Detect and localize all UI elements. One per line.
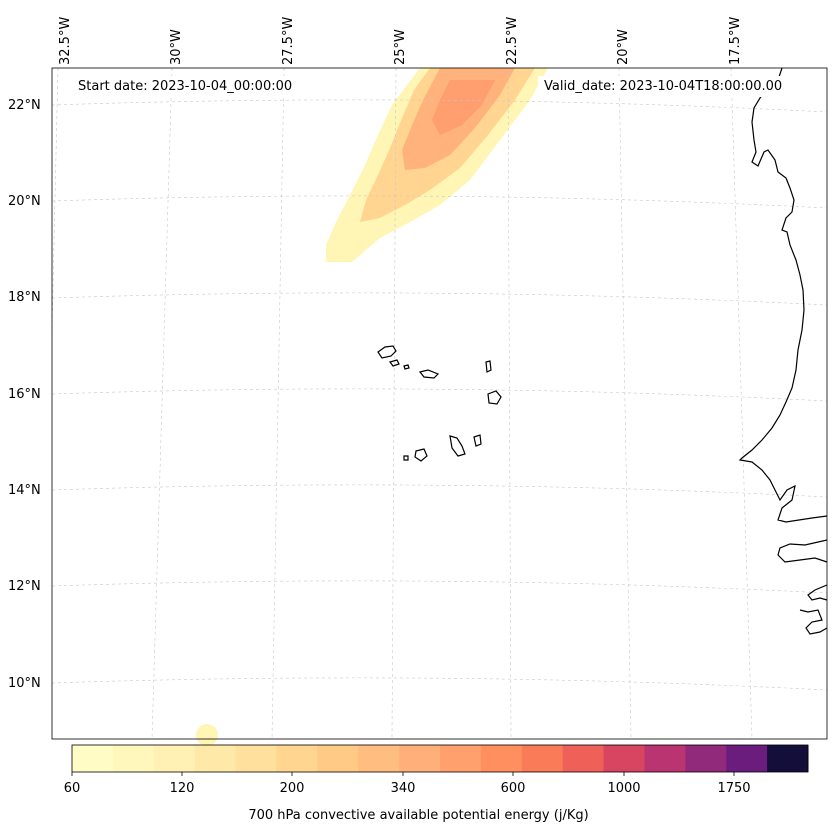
grid-lat-12 [51, 580, 828, 594]
colorbar-swatch [521, 745, 564, 772]
island-sao-nicolau [418, 369, 440, 379]
colorbar-swatch [399, 745, 441, 772]
grid-lat-16 [51, 388, 828, 402]
gambia-coast [777, 539, 828, 563]
colorbar-swatch [767, 745, 809, 772]
lat-label-18n: 18°N [8, 290, 41, 305]
colorbar-swatch [194, 745, 237, 772]
lon-label-32-5w: 32.5°W [58, 16, 73, 65]
colorbar-title: 700 hPa convective available potential e… [248, 808, 589, 823]
cape-contour-peak [432, 80, 495, 135]
grid-lon-17-5 [730, 67, 753, 740]
colorbar-swatch [276, 745, 318, 772]
island-fogo [414, 448, 428, 462]
start-date-label: Start date: 2023-10-04_00:00:00 [72, 76, 299, 97]
grid-lon-22-5 [507, 67, 512, 740]
colorbar-frame [71, 744, 809, 773]
island-sao-vicente [388, 359, 400, 367]
colorbar-swatch [685, 745, 727, 772]
colorbar-swatches [72, 745, 809, 772]
colorbar-swatch [480, 745, 523, 772]
grid-lon-25 [391, 67, 397, 740]
colorbar-tick-340: 340 [390, 781, 416, 796]
lon-label-22-5w: 22.5°W [505, 16, 520, 65]
island-brava [403, 455, 409, 461]
grid-lat-20 [51, 195, 828, 209]
colorbar-swatch [562, 745, 605, 772]
guinea-bissau-coast [807, 584, 828, 601]
island-santo-antao [377, 345, 397, 359]
grid-lon-20 [618, 67, 632, 740]
colorbar-swatch [112, 745, 155, 772]
colorbar-swatch [440, 745, 482, 772]
lon-label-20w: 20°W [616, 29, 631, 65]
colorbar-swatch [317, 745, 359, 772]
lat-label-22n: 22°N [8, 98, 41, 113]
lat-label-10n: 10°N [8, 676, 41, 691]
lat-label-12n: 12°N [8, 579, 41, 594]
lon-label-30w: 30°W [169, 29, 184, 65]
grid-lat-22 [51, 99, 828, 113]
lon-label-27-5w: 27.5°W [281, 16, 296, 65]
colorbar-ticks [71, 772, 735, 776]
colorbar-swatch [726, 745, 768, 772]
colorbar-swatch [603, 745, 645, 772]
colorbar-swatch [644, 745, 686, 772]
colorbar-swatch [153, 745, 196, 772]
island-sal [485, 360, 492, 373]
colorbar-tick-120: 120 [169, 781, 195, 796]
map-border [51, 67, 828, 740]
colorbar-swatch [72, 745, 114, 772]
cape-field [196, 68, 548, 746]
lon-label-17-5w: 17.5°W [728, 16, 743, 65]
colorbar-swatch [235, 745, 277, 772]
valid-date-label: Valid_date: 2023-10-04T18:00:00.00 [538, 76, 789, 97]
cape-spot-south [196, 724, 218, 746]
island-santa-luzia [403, 364, 410, 370]
grid-lon-32-5 [51, 67, 59, 331]
island-maio [473, 434, 482, 447]
colorbar-tick-600: 600 [500, 781, 526, 796]
lon-label-25w: 25°W [393, 29, 408, 65]
grid-lon-27-5 [271, 67, 285, 740]
gridlines [51, 67, 828, 740]
coastlines [377, 67, 828, 635]
colorbar-tick-60: 60 [63, 781, 81, 796]
africa-coastline [738, 67, 828, 523]
grid-lat-18 [51, 292, 828, 306]
grid-lon-30 [151, 67, 173, 740]
bijagos-coast [799, 609, 828, 635]
lat-label-16n: 16°N [8, 387, 41, 402]
island-santiago [449, 435, 466, 457]
colorbar-tick-200: 200 [279, 781, 305, 796]
island-boa-vista [487, 390, 502, 405]
colorbar-tick-1000: 1000 [607, 781, 641, 796]
lat-label-20n: 20°N [8, 194, 41, 209]
colorbar-tick-1750: 1750 [717, 781, 751, 796]
colorbar-swatch [358, 745, 400, 772]
grid-lat-10 [51, 677, 828, 691]
grid-lat-14 [51, 484, 828, 498]
lat-label-14n: 14°N [8, 483, 41, 498]
